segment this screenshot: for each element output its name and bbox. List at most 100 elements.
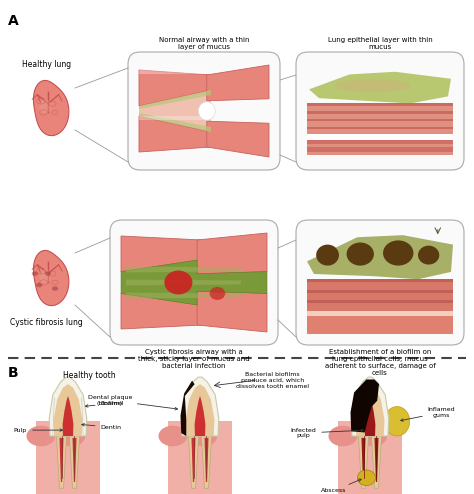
Ellipse shape [52,287,58,291]
Polygon shape [121,236,202,272]
Polygon shape [70,436,80,488]
Ellipse shape [39,99,52,113]
FancyBboxPatch shape [296,52,464,170]
Polygon shape [197,291,267,332]
Polygon shape [307,235,453,279]
Ellipse shape [316,245,339,266]
Polygon shape [49,377,87,436]
Ellipse shape [383,241,413,266]
Bar [307,316,453,334]
Polygon shape [372,436,382,488]
Ellipse shape [342,135,357,139]
Bar [307,279,453,283]
FancyBboxPatch shape [128,52,280,170]
Polygon shape [139,116,211,152]
Bar [307,134,453,139]
Polygon shape [126,280,241,286]
Bar [307,139,453,155]
Polygon shape [374,438,379,482]
Text: Inflamed
gums: Inflamed gums [401,407,456,421]
Text: Cystic fibrosis airway with a
thick, sticky layer of mucus and
bacterial infecti: Cystic fibrosis airway with a thick, sti… [138,349,250,369]
Polygon shape [185,384,214,436]
Text: Dental plaque
(biofilm): Dental plaque (biofilm) [88,395,178,410]
Text: Abscess: Abscess [321,479,361,493]
Polygon shape [351,377,389,436]
Bar [307,119,453,122]
Ellipse shape [334,79,410,92]
Polygon shape [54,384,82,436]
Polygon shape [350,379,379,432]
Ellipse shape [395,135,410,139]
Ellipse shape [328,426,357,446]
Polygon shape [362,438,365,482]
Bar [139,70,209,74]
Text: Establishment of a biofilm on
lung epithelial cells, mucus
adherent to surface, : Establishment of a biofilm on lung epith… [325,349,436,376]
Text: Bacterial biofilms
produce acid, which
dissolves tooth enamel: Bacterial biofilms produce acid, which d… [236,372,309,389]
Polygon shape [201,436,211,488]
Bar [307,300,453,303]
Polygon shape [356,384,384,436]
Text: Healthy lung: Healthy lung [22,60,71,69]
Text: Cystic fibrosis lung: Cystic fibrosis lung [10,318,83,327]
Bar [307,103,453,106]
Bar [167,421,232,494]
Ellipse shape [158,426,187,446]
Ellipse shape [39,269,52,283]
Ellipse shape [384,407,410,436]
Polygon shape [191,438,195,482]
Text: A: A [8,14,19,28]
Ellipse shape [32,271,38,276]
Polygon shape [63,396,73,436]
Bar [307,111,453,114]
Polygon shape [139,90,211,132]
Bar [307,103,453,134]
Bar [139,116,209,120]
Polygon shape [139,90,211,109]
Polygon shape [195,396,205,436]
Ellipse shape [36,283,42,287]
Bar [307,311,453,316]
Polygon shape [59,438,64,482]
Ellipse shape [45,271,51,276]
Polygon shape [34,250,69,306]
Polygon shape [197,233,267,274]
Ellipse shape [357,470,375,486]
Ellipse shape [190,426,217,446]
Polygon shape [34,81,69,136]
Polygon shape [121,293,202,329]
Ellipse shape [346,243,374,266]
Polygon shape [189,436,199,488]
Text: Dentin: Dentin [82,423,121,430]
Bar [307,279,453,311]
Polygon shape [73,438,76,482]
FancyBboxPatch shape [296,220,464,345]
Text: Normal airway with a thin
layer of mucus: Normal airway with a thin layer of mucus [159,37,249,50]
Polygon shape [204,438,209,482]
Ellipse shape [27,426,55,446]
Polygon shape [207,65,269,101]
Bar [307,126,453,129]
Ellipse shape [58,426,85,446]
Bar [307,139,453,144]
Bar [307,290,453,293]
Text: Enamel: Enamel [85,401,124,407]
Text: Infected
pulp: Infected pulp [291,428,364,439]
Text: Lung epithelial layer with thin
mucus: Lung epithelial layer with thin mucus [328,37,432,50]
Polygon shape [126,266,241,272]
Polygon shape [207,121,269,157]
Polygon shape [56,436,66,488]
Bar [337,421,402,494]
Ellipse shape [164,271,192,294]
Bar [307,147,453,152]
Text: B: B [8,366,18,380]
Ellipse shape [210,287,225,300]
Polygon shape [365,396,375,436]
Polygon shape [181,377,219,436]
Polygon shape [358,436,369,488]
Ellipse shape [199,102,215,120]
Polygon shape [181,381,195,436]
Text: Healthy tooth: Healthy tooth [63,371,116,380]
FancyBboxPatch shape [110,220,278,345]
Polygon shape [121,260,267,305]
Bar [36,421,100,494]
